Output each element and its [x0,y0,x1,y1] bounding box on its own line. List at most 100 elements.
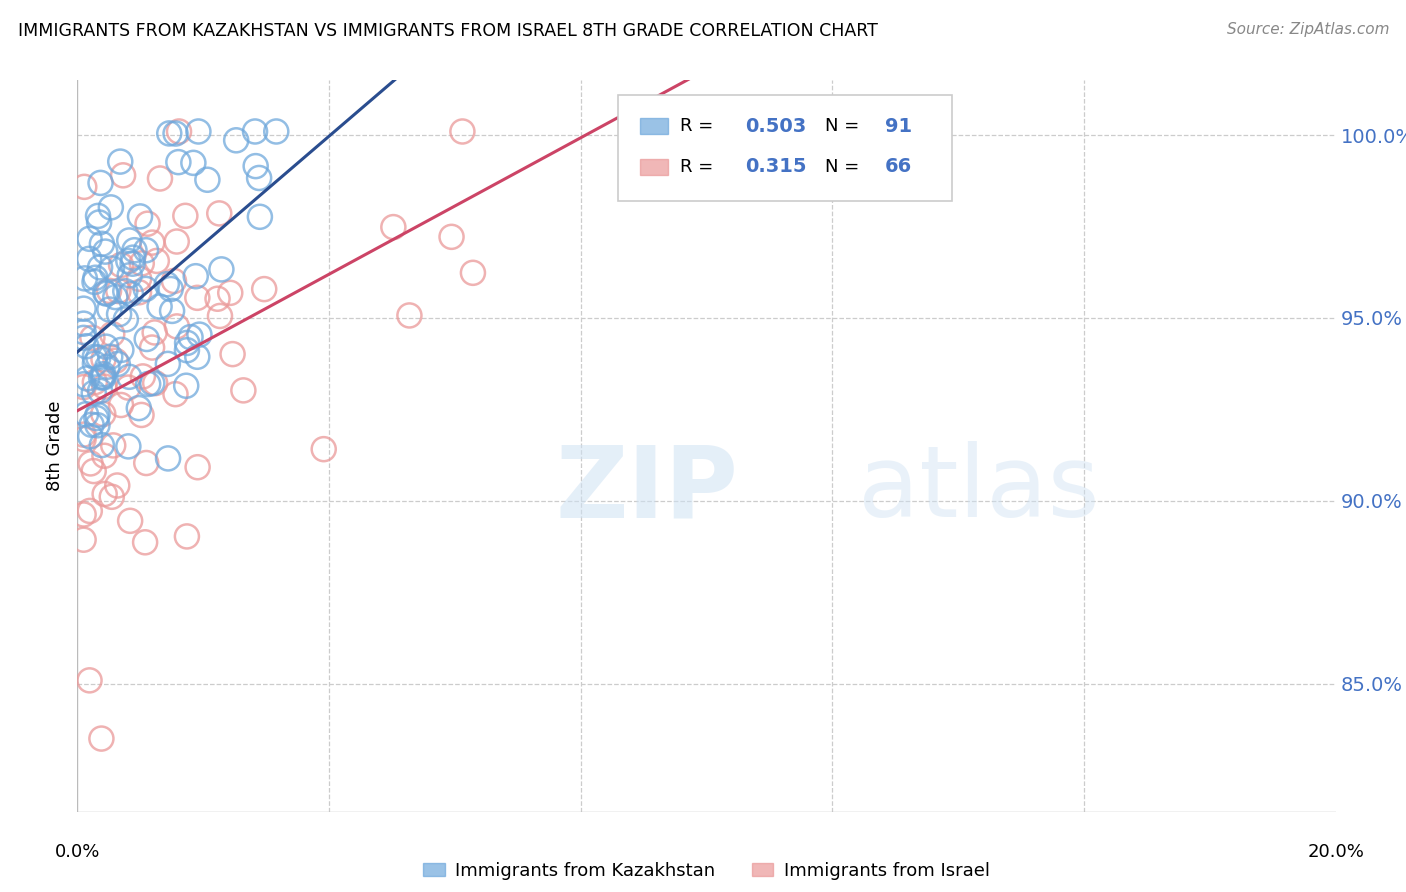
Point [136,217,159,231]
Point [104,290,127,304]
Point [207,292,229,306]
Legend: Immigrants from Kazakhstan, Immigrants from Israel: Immigrants from Kazakhstan, Immigrants f… [416,855,997,887]
Point [136,376,159,391]
Point [131,408,153,422]
Point [197,173,219,187]
Point [89,260,111,275]
Point [165,127,187,141]
Point [86,418,108,433]
Point [110,398,132,412]
Point [160,304,183,318]
Point [87,215,110,229]
Point [451,124,474,138]
Point [101,327,124,342]
Point [188,327,211,342]
Text: N =: N = [825,158,865,176]
Point [104,353,127,368]
Point [132,369,155,384]
Point [107,284,129,298]
Point [209,262,232,277]
Point [83,464,105,478]
Point [90,438,112,452]
Point [129,210,152,224]
Point [176,335,198,350]
Point [84,270,107,285]
Point [167,124,190,138]
Point [117,254,139,268]
Point [243,124,266,138]
Point [398,309,420,323]
Point [143,376,166,390]
Text: atlas: atlas [858,442,1099,539]
Point [143,326,166,340]
Point [118,369,141,384]
Point [221,347,243,361]
Point [90,236,112,251]
Point [72,380,94,394]
Text: 20.0%: 20.0% [1308,843,1364,861]
Point [146,253,169,268]
Point [77,252,100,266]
Point [312,442,335,457]
Point [93,352,115,367]
Point [176,343,198,358]
Point [382,220,405,235]
Point [94,285,117,300]
Bar [640,159,668,175]
Point [128,271,150,285]
Point [90,370,112,384]
Point [219,285,242,300]
Point [118,268,141,283]
Point [84,357,107,371]
Point [93,379,115,393]
Point [72,533,94,547]
Point [120,514,142,528]
Point [93,368,115,382]
Point [89,176,111,190]
Point [184,269,207,284]
Point [110,343,132,357]
Point [91,407,114,421]
Point [121,257,143,271]
Point [94,244,117,259]
Text: R =: R = [681,118,718,136]
Text: 91: 91 [886,117,912,136]
Point [114,285,136,299]
Point [135,282,157,296]
Point [96,286,118,301]
Bar [640,119,668,135]
Point [83,350,105,364]
Point [232,384,254,398]
Point [120,287,142,301]
Text: ZIP: ZIP [555,442,738,539]
Text: IMMIGRANTS FROM KAZAKHSTAN VS IMMIGRANTS FROM ISRAEL 8TH GRADE CORRELATION CHART: IMMIGRANTS FROM KAZAKHSTAN VS IMMIGRANTS… [18,22,879,40]
Point [141,376,163,391]
Point [79,429,101,443]
Point [134,535,156,549]
Point [87,209,110,223]
Point [91,369,114,384]
Point [128,285,150,300]
Point [79,232,101,246]
Point [183,156,205,170]
Point [253,282,276,296]
Point [100,200,122,214]
Point [112,169,135,183]
Point [101,490,124,504]
Point [73,271,96,285]
Text: 0.503: 0.503 [745,117,807,136]
Point [149,300,172,314]
Text: 66: 66 [886,157,912,176]
Point [79,504,101,518]
Point [208,206,231,220]
Point [79,673,101,688]
Point [157,451,180,466]
Point [83,275,105,289]
Point [93,449,115,463]
Point [93,487,115,501]
Point [79,457,101,471]
Point [187,124,209,138]
Point [124,244,146,258]
Point [93,370,115,384]
Point [82,331,104,345]
